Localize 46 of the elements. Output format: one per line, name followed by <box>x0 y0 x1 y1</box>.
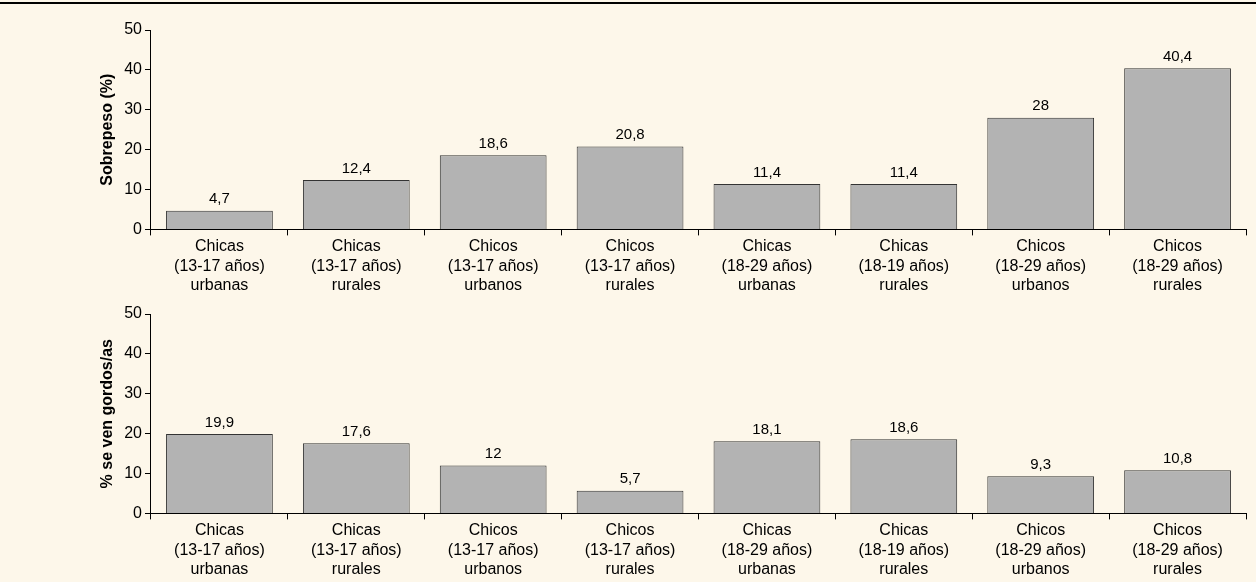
x-tick-label: Chicos (13-17 años) rurales <box>584 237 676 293</box>
data-label: 4,7 <box>209 189 230 207</box>
x-tick-label: Chicos (13-17 años) urbanos <box>447 521 539 577</box>
y-tick-label: 0 <box>133 219 143 237</box>
x-tick-label: Chicos (18-29 años) urbanos <box>995 237 1087 293</box>
data-label: 18,6 <box>478 133 508 151</box>
data-label: 18,1 <box>752 419 782 437</box>
x-tick-label: Chicos (13-17 años) urbanos <box>447 237 539 293</box>
y-tick-label: 40 <box>124 60 143 78</box>
y-axis-title: Sobrepeso (%) <box>98 73 116 186</box>
x-tick-label: Chicas (13-17 años) rurales <box>310 237 402 293</box>
data-label: 12 <box>484 444 502 462</box>
data-label: 5,7 <box>619 469 641 487</box>
x-tick-label: Chicas (18-19 años) rurales <box>858 237 950 293</box>
y-tick-label: 20 <box>124 424 143 442</box>
x-tick-label: Chicos (18-29 años) urbanos <box>995 521 1087 577</box>
x-tick-label: Chicas (18-19 años) rurales <box>858 521 950 577</box>
data-label: 11,4 <box>752 162 781 180</box>
y-tick-label: 30 <box>124 384 143 402</box>
y-axis-title: % se ven gordos/as <box>98 338 116 489</box>
data-label: 28 <box>1032 96 1050 114</box>
data-label: 40,4 <box>1162 46 1193 64</box>
y-tick-label: 10 <box>124 179 143 197</box>
data-label: 18,6 <box>889 417 919 435</box>
x-tick-label: Chicos (18-29 años) rurales <box>1132 237 1223 293</box>
x-tick-label: Chicos (18-29 años) rurales <box>1132 521 1223 577</box>
data-label: 20,8 <box>615 125 645 143</box>
data-label: 17,6 <box>341 421 371 439</box>
y-tick-label: 40 <box>124 344 143 362</box>
x-tick-label: Chicas (13-17 años) urbanas <box>174 237 265 293</box>
x-tick-label: Chicas (18-29 años) urbanas <box>721 237 813 293</box>
y-tick-label: 0 <box>133 503 143 521</box>
y-tick-label: 50 <box>124 20 143 38</box>
y-tick-label: 10 <box>124 463 143 481</box>
y-tick-label: 30 <box>124 100 143 118</box>
y-tick-label: 50 <box>124 304 143 322</box>
data-label: 19,9 <box>204 412 235 430</box>
data-label: 10,8 <box>1162 448 1193 466</box>
data-label: 9,3 <box>1030 454 1052 472</box>
x-tick-label: Chicas (13-17 años) urbanas <box>174 521 265 577</box>
data-label: 12,4 <box>341 158 371 176</box>
x-tick-label: Chicos (13-17 años) rurales <box>584 521 676 577</box>
x-tick-label: Chicas (18-29 años) urbanas <box>721 521 813 577</box>
y-tick-label: 20 <box>124 140 143 158</box>
x-tick-label: Chicas (13-17 años) rurales <box>310 521 402 577</box>
data-label: 11,4 <box>889 162 918 180</box>
